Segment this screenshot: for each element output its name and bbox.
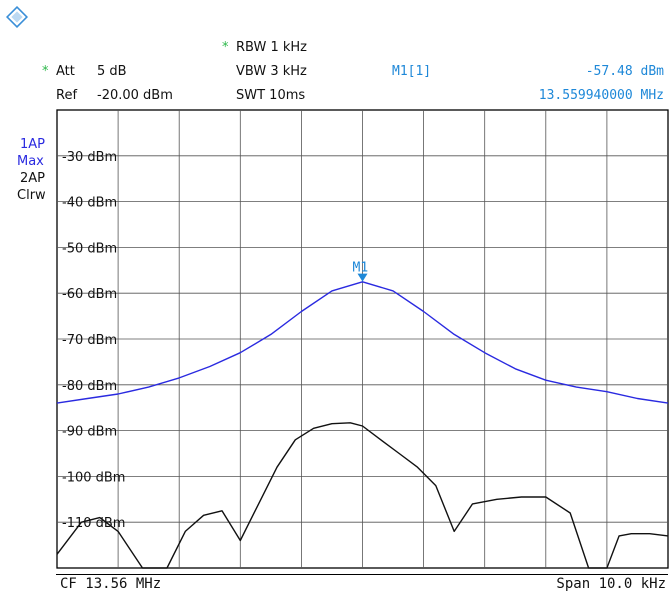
- swt-setting: SWT 10ms: [236, 88, 306, 103]
- span-setting: Span 10.0 kHz: [556, 576, 666, 592]
- att-label: Att: [56, 64, 75, 79]
- att-value: 5 dB: [97, 64, 127, 79]
- y-tick-label: -50 dBm: [62, 241, 117, 256]
- y-tick-label: -70 dBm: [62, 333, 117, 348]
- trace-lines: [56, 281, 669, 569]
- trace1-detector: 1AP: [20, 137, 46, 152]
- y-tick-label: -30 dBm: [62, 150, 117, 165]
- trace1-mode: Max: [17, 154, 44, 169]
- y-tick-label: -40 dBm: [62, 196, 117, 211]
- y-tick-label: -90 dBm: [62, 425, 117, 440]
- instrument-logo-icon: [6, 6, 28, 28]
- y-tick-label: -60 dBm: [62, 287, 117, 302]
- marker-triangle: [357, 273, 368, 282]
- marker-level: -57.48 dBm: [585, 64, 664, 79]
- y-tick-label: -100 dBm: [62, 470, 125, 485]
- marker-name: M1[1]: [392, 64, 432, 79]
- plot-grid: [56, 109, 669, 569]
- rbw-setting: RBW 1 kHz: [236, 40, 308, 55]
- att-changed-star: *: [42, 64, 49, 79]
- marker-label: M1: [353, 261, 369, 276]
- trace1-line: [56, 281, 669, 404]
- marker-frequency: 13.559940000 MHz: [538, 88, 664, 103]
- vbw-setting: VBW 3 kHz: [236, 64, 307, 79]
- trace2-detector: 2AP: [20, 171, 46, 186]
- trace2-mode: Clrw: [17, 188, 46, 203]
- center-frequency: CF 13.56 MHz: [60, 576, 162, 592]
- y-tick-labels: -30 dBm -40 dBm -50 dBm -60 dBm -70 dBm -80 d…: [62, 150, 125, 531]
- marker-m1: M1: [353, 261, 369, 282]
- y-tick-label: -80 dBm: [62, 379, 117, 394]
- rbw-changed-star: *: [222, 40, 229, 55]
- ref-label: Ref: [56, 88, 78, 103]
- bottom-status-bar: CF 13.56 MHz Span 10.0 kHz: [56, 574, 668, 595]
- ref-value: -20.00 dBm: [97, 88, 173, 103]
- trace2-line: [56, 422, 669, 569]
